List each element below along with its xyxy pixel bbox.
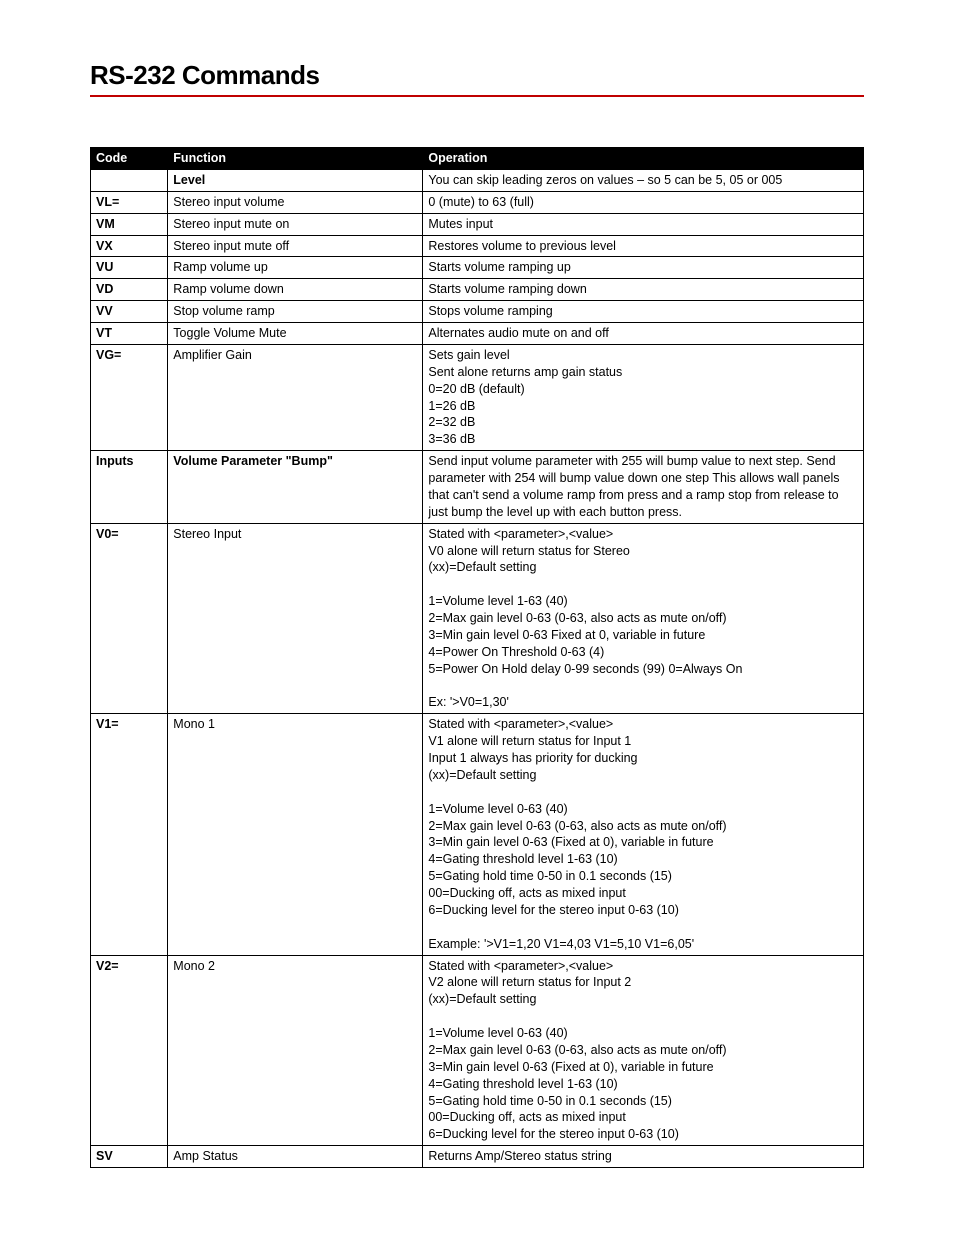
commands-table: Code Function Operation LevelYou can ski… — [90, 147, 864, 1168]
table-row: VDRamp volume downStarts volume ramping … — [91, 279, 864, 301]
cell-code: VT — [91, 323, 168, 345]
cell-code: V0= — [91, 523, 168, 714]
cell-function: Stereo input mute on — [168, 213, 423, 235]
cell-code: Inputs — [91, 451, 168, 524]
table-row: V1=Mono 1Stated with <parameter>,<value>… — [91, 714, 864, 955]
col-header-code: Code — [91, 148, 168, 170]
cell-function: Level — [168, 169, 423, 191]
col-header-operation: Operation — [423, 148, 864, 170]
table-row: VVStop volume rampStops volume ramping — [91, 301, 864, 323]
cell-function: Stereo input mute off — [168, 235, 423, 257]
cell-code: VD — [91, 279, 168, 301]
cell-function: Toggle Volume Mute — [168, 323, 423, 345]
cell-operation: Restores volume to previous level — [423, 235, 864, 257]
cell-function: Stop volume ramp — [168, 301, 423, 323]
cell-code: VG= — [91, 344, 168, 450]
cell-code: SV — [91, 1146, 168, 1168]
cell-operation: Starts volume ramping down — [423, 279, 864, 301]
cell-function: Ramp volume up — [168, 257, 423, 279]
title-rule — [90, 95, 864, 97]
table-row: VXStereo input mute offRestores volume t… — [91, 235, 864, 257]
cell-operation: Stated with <parameter>,<value> V1 alone… — [423, 714, 864, 955]
cell-function: Stereo Input — [168, 523, 423, 714]
table-row: InputsVolume Parameter "Bump"Send input … — [91, 451, 864, 524]
cell-operation: Returns Amp/Stereo status string — [423, 1146, 864, 1168]
table-row: VTToggle Volume MuteAlternates audio mut… — [91, 323, 864, 345]
cell-operation: Send input volume parameter with 255 wil… — [423, 451, 864, 524]
table-row: VURamp volume upStarts volume ramping up — [91, 257, 864, 279]
cell-function: Ramp volume down — [168, 279, 423, 301]
cell-code — [91, 169, 168, 191]
cell-code: V2= — [91, 955, 168, 1146]
cell-code: VL= — [91, 191, 168, 213]
table-row: VG=Amplifier GainSets gain level Sent al… — [91, 344, 864, 450]
cell-operation: Starts volume ramping up — [423, 257, 864, 279]
cell-operation: Stops volume ramping — [423, 301, 864, 323]
cell-operation: You can skip leading zeros on values – s… — [423, 169, 864, 191]
cell-operation: Mutes input — [423, 213, 864, 235]
table-row: LevelYou can skip leading zeros on value… — [91, 169, 864, 191]
cell-operation: Sets gain level Sent alone returns amp g… — [423, 344, 864, 450]
cell-function: Stereo input volume — [168, 191, 423, 213]
table-header-row: Code Function Operation — [91, 148, 864, 170]
cell-function: Amp Status — [168, 1146, 423, 1168]
table-row: V0=Stereo InputStated with <parameter>,<… — [91, 523, 864, 714]
cell-function: Mono 1 — [168, 714, 423, 955]
col-header-function: Function — [168, 148, 423, 170]
cell-code: VU — [91, 257, 168, 279]
table-row: V2=Mono 2Stated with <parameter>,<value>… — [91, 955, 864, 1146]
cell-code: VV — [91, 301, 168, 323]
table-row: VL=Stereo input volume0 (mute) to 63 (fu… — [91, 191, 864, 213]
cell-code: VM — [91, 213, 168, 235]
cell-function: Amplifier Gain — [168, 344, 423, 450]
cell-operation: 0 (mute) to 63 (full) — [423, 191, 864, 213]
cell-code: VX — [91, 235, 168, 257]
table-row: SVAmp StatusReturns Amp/Stereo status st… — [91, 1146, 864, 1168]
cell-operation: Alternates audio mute on and off — [423, 323, 864, 345]
page-title: RS-232 Commands — [90, 60, 864, 91]
cell-operation: Stated with <parameter>,<value> V2 alone… — [423, 955, 864, 1146]
cell-function: Mono 2 — [168, 955, 423, 1146]
cell-function: Volume Parameter "Bump" — [168, 451, 423, 524]
cell-operation: Stated with <parameter>,<value> V0 alone… — [423, 523, 864, 714]
table-row: VMStereo input mute onMutes input — [91, 213, 864, 235]
cell-code: V1= — [91, 714, 168, 955]
